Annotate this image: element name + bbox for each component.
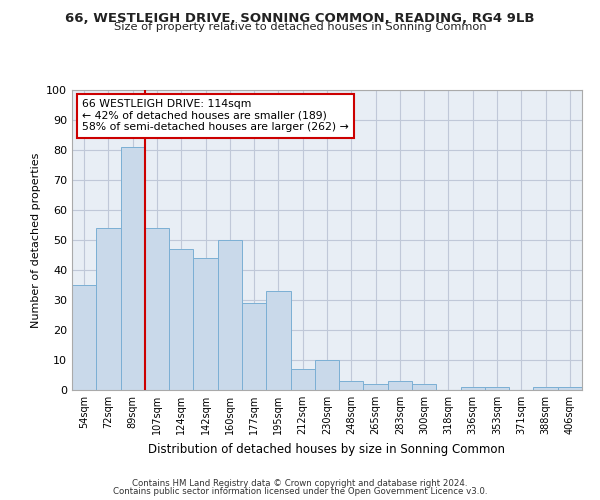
Text: Contains public sector information licensed under the Open Government Licence v3: Contains public sector information licen… [113,487,487,496]
X-axis label: Distribution of detached houses by size in Sonning Common: Distribution of detached houses by size … [149,442,505,456]
Y-axis label: Number of detached properties: Number of detached properties [31,152,41,328]
Bar [388,381,412,390]
Bar [193,258,218,390]
Bar [461,387,485,390]
Bar [339,381,364,390]
Bar [364,384,388,390]
Bar [412,384,436,390]
Bar [485,387,509,390]
Bar [242,303,266,390]
Bar [290,369,315,390]
Bar [315,360,339,390]
Bar [96,228,121,390]
Bar [558,387,582,390]
Bar [218,240,242,390]
Bar [266,291,290,390]
Bar [145,228,169,390]
Bar [169,249,193,390]
Bar [121,147,145,390]
Text: 66 WESTLEIGH DRIVE: 114sqm
← 42% of detached houses are smaller (189)
58% of sem: 66 WESTLEIGH DRIVE: 114sqm ← 42% of deta… [82,99,349,132]
Bar [533,387,558,390]
Text: Contains HM Land Registry data © Crown copyright and database right 2024.: Contains HM Land Registry data © Crown c… [132,478,468,488]
Text: 66, WESTLEIGH DRIVE, SONNING COMMON, READING, RG4 9LB: 66, WESTLEIGH DRIVE, SONNING COMMON, REA… [65,12,535,26]
Text: Size of property relative to detached houses in Sonning Common: Size of property relative to detached ho… [113,22,487,32]
Bar [72,285,96,390]
